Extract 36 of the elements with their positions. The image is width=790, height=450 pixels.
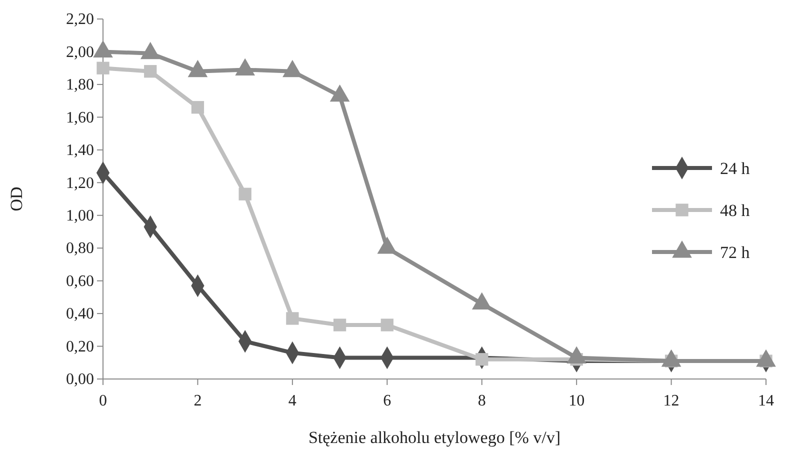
point — [330, 84, 350, 102]
point — [380, 318, 394, 332]
y-tick-label: 1,40 — [66, 142, 94, 160]
x-tick-label: 2 — [194, 392, 202, 410]
y-tick-label: 0,20 — [66, 338, 94, 356]
y-tick-label: 1,60 — [66, 109, 94, 126]
legend-label: 24 h — [720, 159, 750, 178]
y-tick-label: 2,20 — [66, 11, 94, 28]
point — [238, 188, 252, 200]
y-tick-label: 1,20 — [66, 174, 94, 192]
point — [140, 42, 160, 60]
y-axis-title: OD — [7, 186, 26, 212]
point — [188, 60, 208, 78]
point — [286, 312, 299, 325]
x-axis-title: Stężenie alkoholu etylowego [% v/v] — [308, 428, 561, 447]
legend-label: 72 h — [720, 243, 750, 262]
y-tick-label: 0,80 — [66, 240, 94, 258]
point — [282, 60, 302, 78]
x-tick-label: 12 — [663, 392, 680, 410]
point — [476, 353, 488, 366]
x-tick-label: 10 — [568, 392, 585, 410]
y-tick-label: 1,80 — [66, 76, 94, 94]
point — [93, 40, 113, 58]
x-tick-label: 0 — [99, 392, 107, 410]
y-tick-label: 0,40 — [66, 306, 94, 323]
x-tick-label: 8 — [478, 392, 486, 410]
y-tick-label: 2,00 — [66, 44, 94, 61]
y-tick-label: 0,60 — [66, 272, 94, 290]
legend-label: 48 h — [720, 201, 750, 220]
x-tick-label: 4 — [288, 392, 296, 410]
y-tick-label: 0,00 — [66, 371, 94, 388]
x-tick-label: 14 — [758, 392, 774, 410]
x-tick-label: 6 — [383, 392, 392, 410]
point — [333, 318, 346, 332]
point — [235, 58, 255, 76]
y-tick-label: 1,00 — [66, 207, 94, 224]
